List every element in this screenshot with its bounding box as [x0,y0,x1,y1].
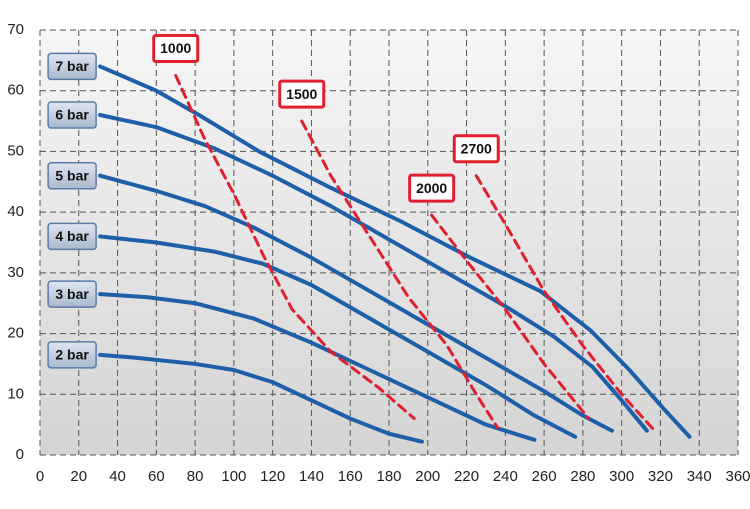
pressure-line [98,292,537,442]
pressure-label-box [47,341,97,369]
pressure-label: 5 bar [55,167,89,183]
x-tick-label: 40 [109,468,126,485]
speed-label: 1000 [160,40,191,56]
pressure-label-box [47,101,97,129]
x-tick-label: 240 [493,468,518,485]
x-tick-label: 300 [609,468,634,485]
y-tick-label: 0 [16,446,24,463]
x-tick-label: 20 [70,468,87,485]
pressure-label: 2 bar [55,347,89,363]
x-tick-label: 100 [221,468,246,485]
speed-line [474,174,657,433]
y-tick-label: 60 [7,82,24,99]
pressure-line [98,234,578,439]
speed-line [174,74,416,421]
x-tick-label: 120 [260,468,285,485]
speed-label-box [278,79,326,109]
pressure-label-box [47,52,97,81]
pressure-label-box [47,161,97,190]
speed-line [300,119,500,430]
x-tick-label: 360 [725,468,750,485]
pressure-label: 6 bar [55,107,89,123]
speed-label-box [152,34,200,64]
pressure-line [98,113,649,433]
pressure-label: 4 bar [55,228,89,244]
x-tick-label: 220 [454,468,479,485]
speed-line [430,213,591,421]
speed-label: 1500 [286,86,317,102]
pressure-line [98,173,614,433]
pressure-label: 7 bar [55,58,89,74]
speed-label-box [408,173,456,203]
y-tick-label: 40 [7,203,24,220]
x-tick-label: 0 [36,468,44,485]
x-tick-label: 180 [376,468,401,485]
x-tick-label: 280 [570,468,595,485]
pressure-label: 3 bar [55,286,89,302]
y-tick-label: 50 [7,142,24,159]
x-tick-label: 140 [299,468,324,485]
pressure-line [98,352,424,444]
y-tick-label: 70 [7,21,24,38]
y-tick-label: 30 [7,264,24,281]
x-tick-label: 80 [187,468,204,485]
x-tick-label: 160 [338,468,363,485]
x-tick-label: 340 [687,468,712,485]
pressure-label-box [47,222,97,251]
speed-label-box [452,134,500,164]
speed-label: 2700 [461,140,492,156]
y-tick-label: 20 [7,325,24,342]
speed-label: 2000 [416,180,447,196]
x-tick-label: 320 [648,468,673,485]
y-tick-label: 10 [7,385,24,402]
x-tick-label: 260 [532,468,557,485]
x-tick-label: 200 [415,468,440,485]
x-tick-label: 60 [148,468,165,485]
pressure-label-box [47,280,97,308]
